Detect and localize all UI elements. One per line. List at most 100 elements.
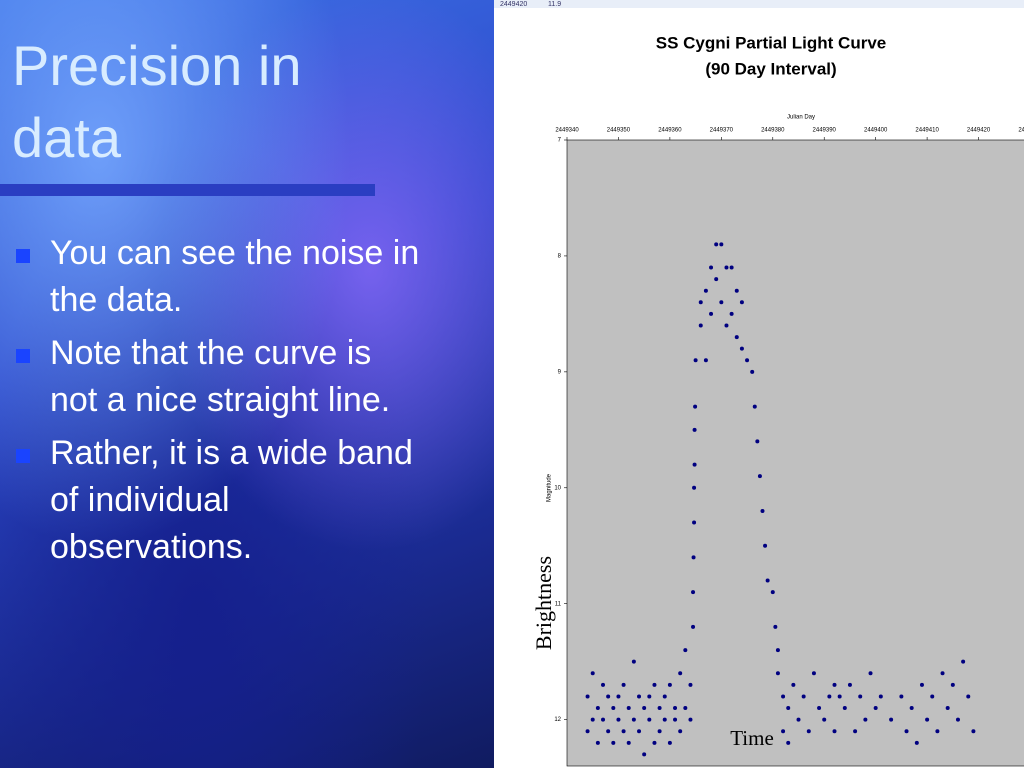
- x-tick-label: 2449360: [658, 128, 682, 134]
- y-tick-label: 12: [554, 717, 561, 723]
- x-tick-label: 2449350: [607, 128, 631, 134]
- data-point: [693, 358, 698, 363]
- data-point: [786, 706, 791, 711]
- data-point: [688, 717, 693, 722]
- data-point: [621, 729, 626, 734]
- data-point: [667, 740, 672, 745]
- data-point: [585, 694, 590, 699]
- data-point: [775, 671, 780, 676]
- data-point: [642, 752, 647, 757]
- data-point: [667, 682, 672, 687]
- data-point: [611, 706, 616, 711]
- data-point: [832, 729, 837, 734]
- data-point: [683, 706, 688, 711]
- data-point: [652, 740, 657, 745]
- data-point: [626, 706, 631, 711]
- data-point: [822, 717, 827, 722]
- data-point: [729, 311, 734, 316]
- data-point: [752, 404, 757, 409]
- plot-area: [566, 139, 1024, 767]
- y-tick-label: 9: [558, 369, 562, 375]
- data-point: [961, 659, 966, 664]
- x-tick-label: 2449370: [710, 128, 734, 134]
- data-point: [606, 729, 611, 734]
- data-point: [719, 300, 724, 305]
- data-point: [703, 358, 708, 363]
- slide-title: Precision in data: [12, 34, 302, 169]
- data-point: [909, 706, 914, 711]
- data-point: [781, 694, 786, 699]
- data-point: [691, 555, 696, 560]
- data-point: [637, 729, 642, 734]
- data-point: [853, 729, 858, 734]
- data-point: [678, 729, 683, 734]
- data-point: [899, 694, 904, 699]
- y-axis-label: Magnitude: [547, 473, 553, 502]
- data-point: [729, 265, 734, 270]
- data-point: [678, 671, 683, 676]
- data-point: [719, 242, 724, 247]
- annotation: Time: [730, 726, 774, 750]
- data-point: [842, 706, 847, 711]
- data-point: [770, 590, 775, 595]
- data-point: [739, 300, 744, 305]
- data-point: [971, 729, 976, 734]
- data-point: [757, 474, 762, 479]
- data-point: [595, 706, 600, 711]
- x-tick-label: 2449400: [864, 128, 888, 134]
- data-point: [693, 404, 698, 409]
- data-point: [775, 648, 780, 653]
- data-point: [647, 694, 652, 699]
- bullet: Note that the curve is not a nice straig…: [14, 330, 424, 424]
- data-point: [691, 590, 696, 595]
- data-point: [734, 288, 739, 293]
- data-point: [801, 694, 806, 699]
- chart-title: SS Cygni Partial Light Curve: [656, 33, 887, 52]
- x-tick-label: 2449430: [1018, 128, 1024, 134]
- data-point: [683, 648, 688, 653]
- data-point: [765, 578, 770, 583]
- data-point: [662, 694, 667, 699]
- data-point: [763, 543, 768, 548]
- data-point: [692, 485, 697, 490]
- data-point: [611, 740, 616, 745]
- data-point: [601, 717, 606, 722]
- data-point: [940, 671, 945, 676]
- x-tick-label: 2449420: [967, 128, 991, 134]
- data-point: [652, 682, 657, 687]
- header-strip: [494, 0, 1024, 8]
- data-point: [750, 369, 755, 374]
- data-point: [817, 706, 822, 711]
- data-point: [724, 265, 729, 270]
- data-point: [796, 717, 801, 722]
- data-point: [724, 323, 729, 328]
- data-point: [688, 682, 693, 687]
- x-tick-label: 2449340: [555, 128, 579, 134]
- data-point: [692, 520, 697, 525]
- data-point: [692, 427, 697, 432]
- data-point: [657, 706, 662, 711]
- data-point: [745, 358, 750, 363]
- data-point: [585, 729, 590, 734]
- data-point: [606, 694, 611, 699]
- y-tick-label: 7: [558, 138, 562, 144]
- data-point: [935, 729, 940, 734]
- x-axis-label: Julian Day: [787, 115, 815, 121]
- bullet: Rather, it is a wide band of individual …: [14, 430, 424, 571]
- data-point: [709, 311, 714, 316]
- y-tick-label: 8: [558, 254, 562, 260]
- data-point: [698, 323, 703, 328]
- bullet: You can see the noise in the data.: [14, 230, 424, 324]
- data-point: [590, 717, 595, 722]
- data-point: [616, 694, 621, 699]
- data-point: [837, 694, 842, 699]
- data-point: [811, 671, 816, 676]
- chart: 2449420 11.9 SS Cygni Partial Light Curv…: [494, 0, 1024, 768]
- bullet-list: You can see the noise in the data. Note …: [14, 230, 424, 577]
- data-point: [673, 717, 678, 722]
- title-rule: [0, 184, 375, 196]
- data-point: [703, 288, 708, 293]
- x-tick-label: 2449380: [761, 128, 785, 134]
- data-point: [773, 624, 778, 629]
